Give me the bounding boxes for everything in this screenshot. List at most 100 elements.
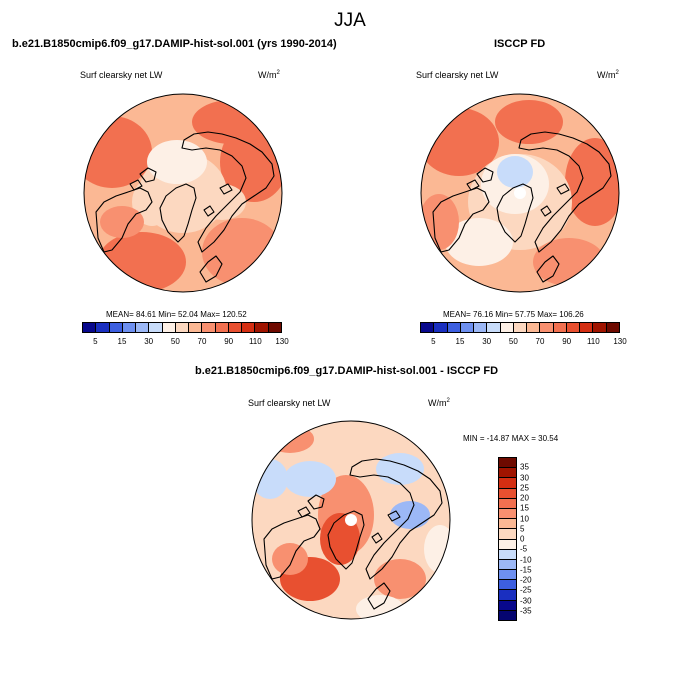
coastline <box>203 205 215 217</box>
colorbar-tick-label: 35 <box>520 462 529 472</box>
coastline <box>95 187 153 253</box>
colorbar-tick-label: 5 <box>520 524 525 534</box>
diff-stats: MIN = -14.87 MAX = 30.54 <box>463 434 559 443</box>
obs-variable-label: Surf clearsky net LW <box>416 70 499 80</box>
colorbar-segment <box>447 323 461 332</box>
colorbar-segment <box>580 323 594 332</box>
coastline <box>466 179 480 191</box>
colorbar-segment <box>606 323 619 332</box>
obs-colorbar-ticks: 5 15 30 50 70 90 110 130 <box>420 337 627 349</box>
colorbar-segment <box>499 508 516 520</box>
obs-units-label: W/m2 <box>597 70 619 80</box>
colorbar-tick-label: 50 <box>170 337 180 346</box>
colorbar-segment <box>499 580 516 591</box>
coastline <box>540 205 552 217</box>
diff-colorbar-ticks: 35 30 25 20 15 10 5 0 -5 -10 -15 -20 -25 -30 -35 <box>520 457 550 621</box>
field-contour-region <box>374 559 426 599</box>
colorbar-tick-label: -25 <box>520 585 532 595</box>
model-variable-label: Surf clearsky net LW <box>80 70 163 80</box>
colorbar-segment <box>175 323 190 332</box>
coastline <box>367 582 391 610</box>
colorbar-segment <box>421 323 435 332</box>
field-contour-region <box>272 543 308 575</box>
coastline <box>536 255 560 283</box>
coastline <box>159 183 197 243</box>
map-boundary <box>420 93 620 293</box>
colorbar-segment <box>228 323 243 332</box>
colorbar-segment <box>242 323 256 332</box>
coastline <box>181 131 275 253</box>
colorbar-segment <box>499 610 516 620</box>
obs-colorbar <box>420 322 620 333</box>
colorbar-segment <box>540 323 554 332</box>
colorbar-tick-label: -30 <box>520 596 532 605</box>
colorbar-tick-label: 130 <box>613 337 627 346</box>
colorbar-tick-label: 110 <box>248 337 262 346</box>
coastline <box>349 458 443 580</box>
coastline <box>139 167 157 183</box>
colorbar-segment <box>149 323 163 332</box>
obs-stats: MEAN= 76.16 Min= 57.75 Max= 106.26 <box>443 310 584 319</box>
colorbar-segment <box>499 539 516 550</box>
colorbar-tick-label: -5 <box>520 544 528 554</box>
field-contour-region <box>198 184 246 220</box>
colorbar-tick-label: 5 <box>431 337 436 346</box>
field-contour-region <box>497 156 533 188</box>
coastline <box>129 179 143 191</box>
colorbar-segment <box>499 559 516 571</box>
colorbar-segment <box>255 323 269 332</box>
model-panel-title: b.e21.B1850cmip6.f09_g17.DAMIP-hist-sol.… <box>12 38 337 50</box>
colorbar-segment <box>499 519 516 530</box>
coastline <box>387 510 401 522</box>
colorbar-segment <box>499 488 516 499</box>
coastline <box>556 183 570 195</box>
colorbar-tick-label: 0 <box>520 534 525 544</box>
coastline <box>327 510 365 570</box>
colorbar-tick-label: 90 <box>562 337 572 346</box>
colorbar-tick-label: 70 <box>197 337 207 346</box>
colorbar-tick-label: 5 <box>93 337 98 346</box>
colorbar-segment <box>527 323 541 332</box>
diff-polar-map <box>251 420 451 620</box>
colorbar-tick-label: 30 <box>520 473 529 482</box>
map-field <box>421 94 619 292</box>
diff-units-label: W/m2 <box>428 398 450 408</box>
field-contour-region <box>565 138 619 226</box>
coastline <box>518 131 612 253</box>
field-contour-region <box>202 218 282 286</box>
colorbar-segment <box>499 478 516 489</box>
model-units-label: W/m2 <box>258 70 280 80</box>
coastline <box>496 183 534 243</box>
colorbar-tick-label: 15 <box>520 503 529 513</box>
colorbar-segment <box>460 323 475 332</box>
colorbar-tick-label: 110 <box>586 337 600 346</box>
colorbar-segment <box>499 600 516 611</box>
field-contour-region <box>147 140 207 184</box>
colorbar-tick-label: 10 <box>520 514 529 523</box>
colorbar-segment <box>136 323 150 332</box>
colorbar-tick-label: 130 <box>275 337 289 346</box>
colorbar-segment <box>499 549 516 560</box>
colorbar-segment <box>109 323 123 332</box>
colorbar-tick-label: 15 <box>455 337 465 346</box>
diff-panel-title: b.e21.B1850cmip6.f09_g17.DAMIP-hist-sol.… <box>195 365 499 377</box>
coastline <box>307 494 325 510</box>
colorbar-segment <box>499 529 516 540</box>
colorbar-segment <box>202 323 216 332</box>
colorbar-segment <box>162 323 176 332</box>
season-title: JJA <box>334 10 366 31</box>
colorbar-segment <box>215 323 229 332</box>
colorbar-tick-label: -20 <box>520 575 532 585</box>
colorbar-segment <box>487 323 501 332</box>
field-contour-region <box>266 425 314 453</box>
model-polar-map <box>83 93 283 293</box>
colorbar-tick-label: 50 <box>508 337 518 346</box>
coastline <box>199 255 223 283</box>
coastline <box>263 514 321 580</box>
colorbar-segment <box>499 498 516 509</box>
coastline <box>476 167 494 183</box>
coastline <box>297 506 311 518</box>
colorbar-segment <box>566 323 581 332</box>
colorbar-tick-label: -15 <box>520 565 532 575</box>
colorbar-segment <box>122 323 137 332</box>
